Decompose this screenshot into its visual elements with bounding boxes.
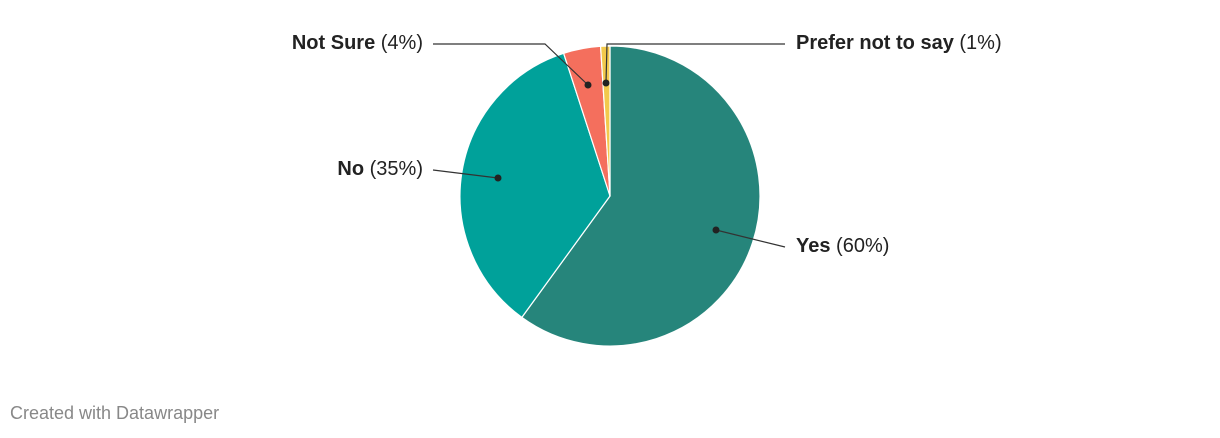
category-label: Yes <box>796 235 830 257</box>
leader-line <box>433 43 589 86</box>
category-label: No <box>337 158 364 180</box>
slice-label: Not Sure (4%) <box>292 32 423 54</box>
leader-dot <box>584 81 592 89</box>
value-label: (60%) <box>836 235 889 257</box>
pie-slice <box>520 45 761 347</box>
leader-dot <box>602 79 610 87</box>
slice-label: Yes (60%) <box>796 235 889 257</box>
leader-dot <box>712 226 720 234</box>
category-label: Not Sure <box>292 32 375 54</box>
footer: Created with Datawrapper <box>10 403 219 423</box>
leader-line <box>605 43 785 84</box>
value-label: (4%) <box>381 32 423 54</box>
slice-label: Prefer not to say (1%) <box>796 32 1002 54</box>
pie-slice <box>459 52 611 319</box>
leader-line <box>715 229 786 248</box>
leader-line <box>432 169 499 179</box>
category-label: Prefer not to say <box>796 32 955 54</box>
value-label: (1%) <box>959 32 1001 54</box>
slice-label: No (35%) <box>337 158 423 180</box>
value-label: (35%) <box>370 158 423 180</box>
leader-dot <box>494 174 502 182</box>
